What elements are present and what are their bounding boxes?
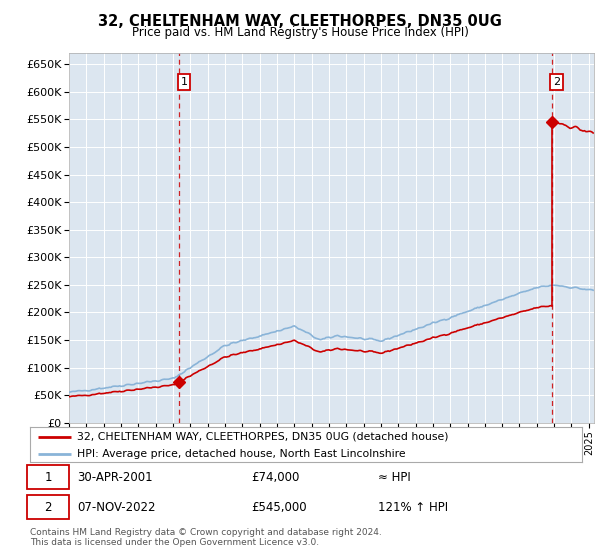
Text: 32, CHELTENHAM WAY, CLEETHORPES, DN35 0UG (detached house): 32, CHELTENHAM WAY, CLEETHORPES, DN35 0U…: [77, 432, 448, 442]
Text: Price paid vs. HM Land Registry's House Price Index (HPI): Price paid vs. HM Land Registry's House …: [131, 26, 469, 39]
Text: £74,000: £74,000: [251, 470, 299, 483]
Text: HPI: Average price, detached house, North East Lincolnshire: HPI: Average price, detached house, Nort…: [77, 449, 406, 459]
Text: 30-APR-2001: 30-APR-2001: [77, 470, 152, 483]
Text: £545,000: £545,000: [251, 501, 307, 514]
FancyBboxPatch shape: [27, 465, 68, 489]
Text: Contains HM Land Registry data © Crown copyright and database right 2024.
This d: Contains HM Land Registry data © Crown c…: [30, 528, 382, 547]
Text: 1: 1: [44, 470, 52, 483]
Text: 2: 2: [553, 77, 560, 87]
FancyBboxPatch shape: [27, 495, 68, 519]
Text: 1: 1: [181, 77, 187, 87]
Text: 121% ↑ HPI: 121% ↑ HPI: [378, 501, 448, 514]
Text: 2: 2: [44, 501, 52, 514]
Text: 07-NOV-2022: 07-NOV-2022: [77, 501, 155, 514]
Text: ≈ HPI: ≈ HPI: [378, 470, 410, 483]
Text: 32, CHELTENHAM WAY, CLEETHORPES, DN35 0UG: 32, CHELTENHAM WAY, CLEETHORPES, DN35 0U…: [98, 14, 502, 29]
